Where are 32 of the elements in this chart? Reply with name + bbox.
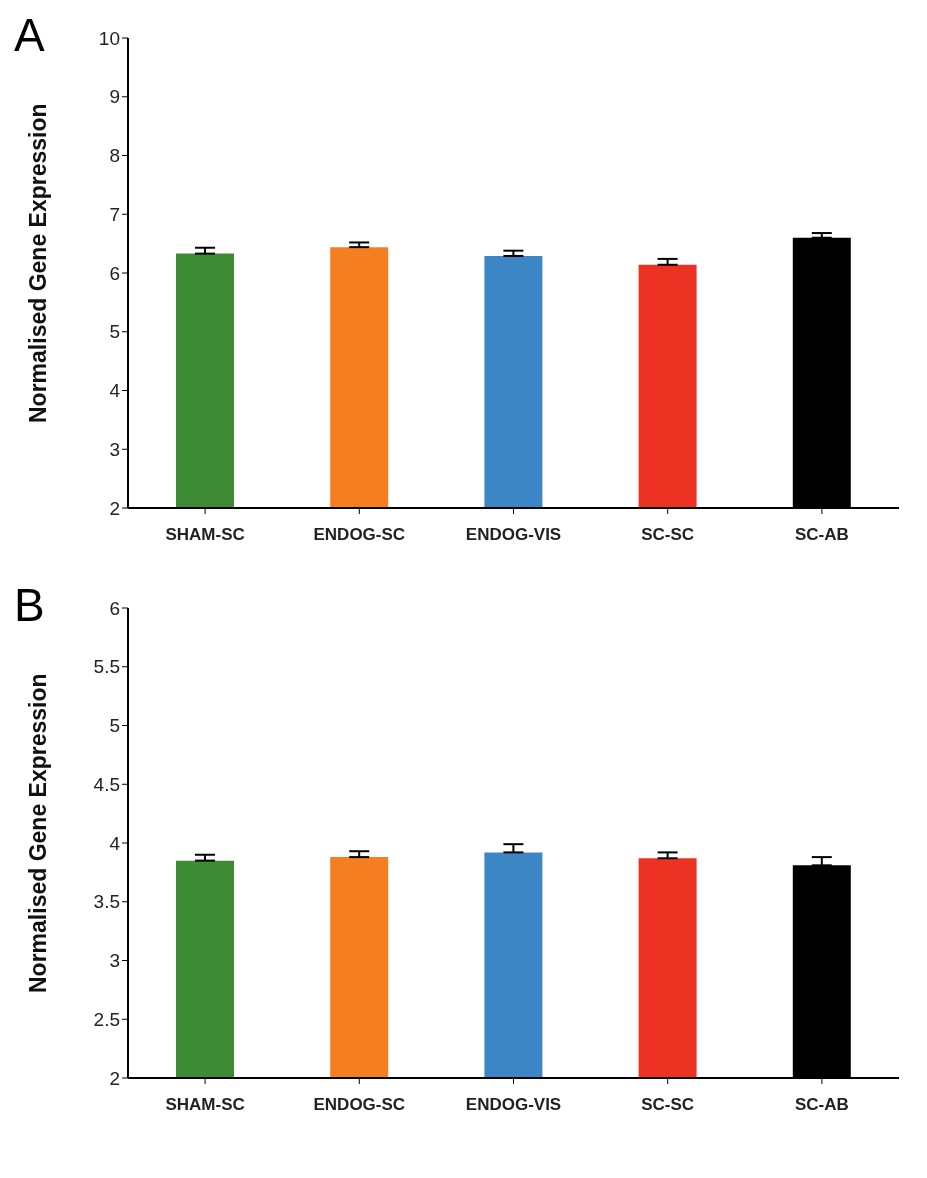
y-tick-label: 5 [109,715,120,737]
x-tick-label: ENDOG-SC [313,525,406,545]
y-tick-label: 4.5 [93,773,120,795]
x-tick-label: ENDOG-VIS [465,525,562,545]
x-tick-label: SC-SC [641,525,695,545]
y-tick-label: 10 [98,27,120,49]
y-axis-title: Normalised Gene Expression [25,673,52,993]
y-tick-label: 3 [109,950,120,972]
y-tick-label: 9 [109,86,120,108]
y-tick-label: 3 [109,438,120,460]
y-axis-title: Normalised Gene Expression [25,103,52,423]
y-tick-label: 6 [109,597,120,619]
y-tick-label: 3.5 [93,891,120,913]
y-tick-label: 5.5 [93,656,120,678]
y-tick-label: 4 [109,380,121,402]
x-tick-label: SHAM-SC [165,1095,245,1115]
y-tick-label: 4 [109,832,121,854]
x-tick-label: SHAM-SC [165,525,245,545]
chart-title: A [14,8,45,62]
y-tick-label: 6 [109,262,120,284]
chart-title: B [14,578,45,632]
x-tick-label: SC-SC [641,1095,695,1115]
y-tick-label: 8 [109,145,120,167]
y-tick-label: 2 [109,497,120,519]
y-tick-label: 2 [109,1067,120,1089]
y-tick-label: 5 [109,321,120,343]
x-tick-label: ENDOG-VIS [465,1095,562,1115]
x-tick-label: SC-AB [794,525,849,545]
y-tick-label: 2.5 [93,1008,120,1030]
x-tick-label: ENDOG-SC [313,1095,406,1115]
x-tick-label: SC-AB [794,1095,849,1115]
y-tick-label: 7 [109,203,120,225]
